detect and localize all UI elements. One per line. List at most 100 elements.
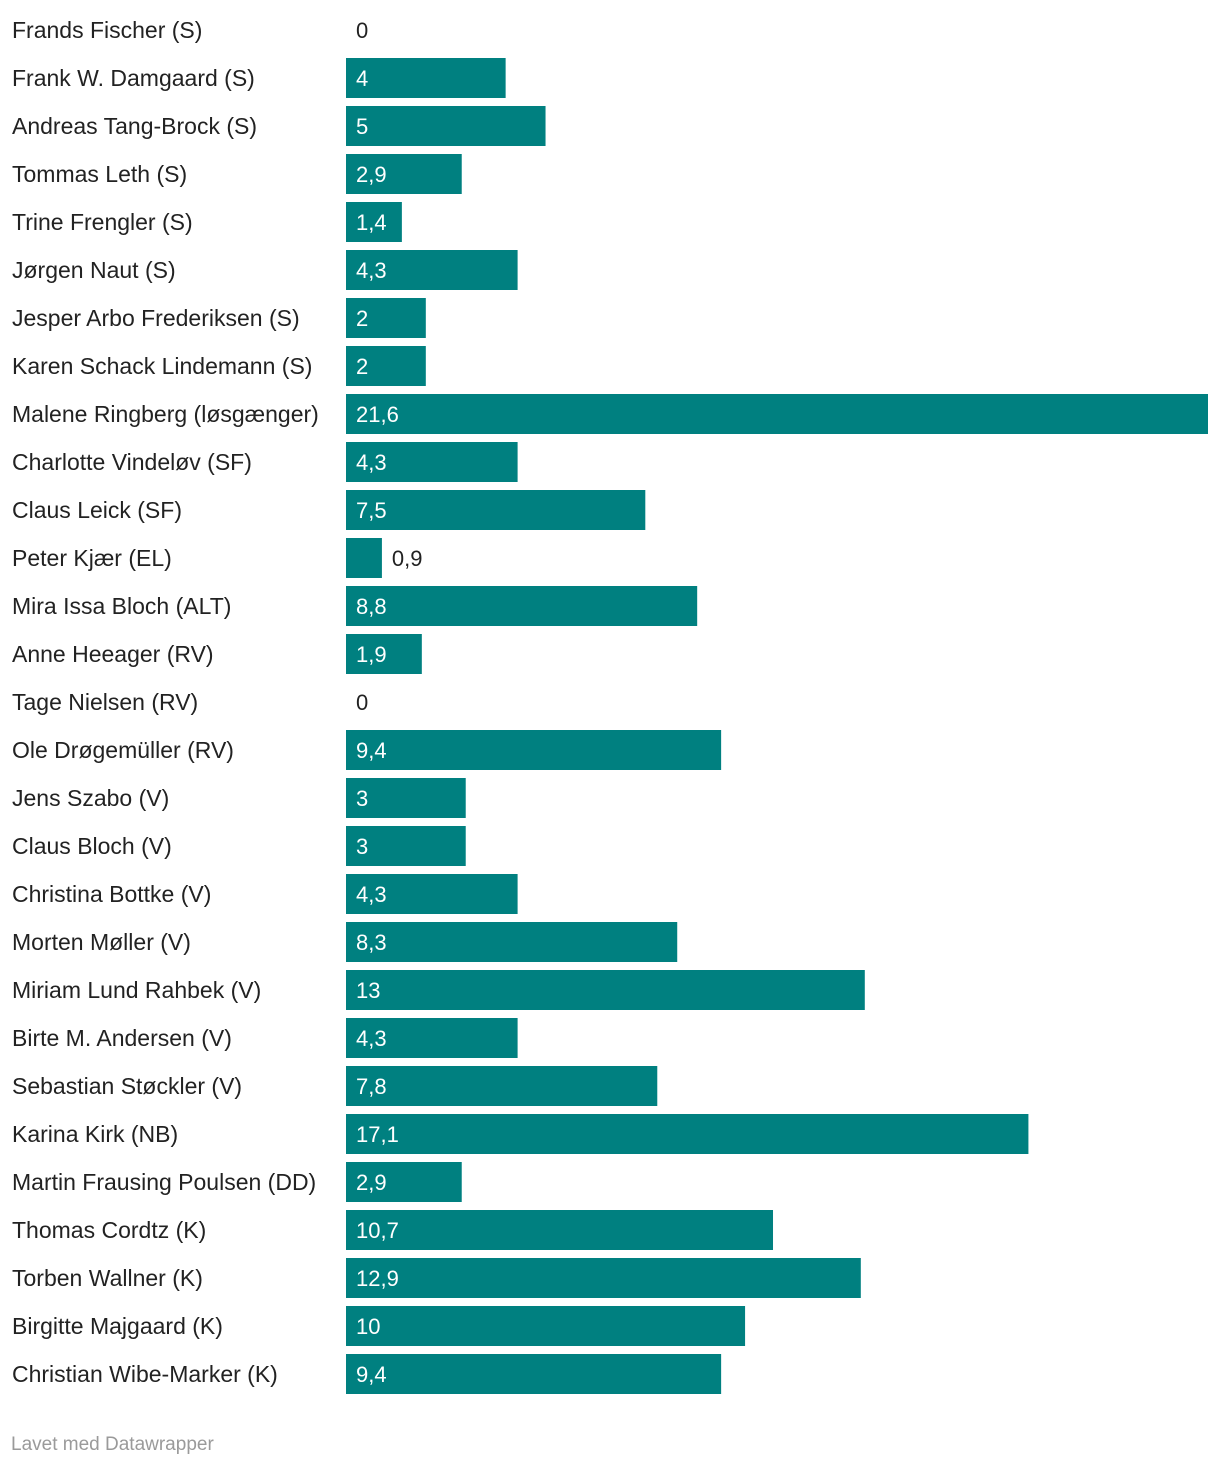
value-label: 9,4 [356,1362,387,1387]
value-label: 17,1 [356,1122,399,1147]
bar-row: Christina Bottke (V) 4,3 [12,874,518,914]
bar [346,106,546,146]
value-label: 21,6 [356,402,399,427]
bar [346,250,518,290]
bar-row: Birgitte Majgaard (K) 10 [12,1306,746,1346]
bar [346,634,422,674]
bar-row: Trine Frengler (S) 1,4 [12,202,402,242]
value-label: 9,4 [356,738,387,763]
value-label: 2 [356,354,368,379]
category-label: Karina Kirk (NB) [12,1121,178,1147]
category-label: Karen Schack Lindemann (S) [12,353,312,379]
category-label: Peter Kjær (EL) [12,545,172,571]
bar-row: Birte M. Andersen (V) 4,3 [12,1018,518,1058]
value-label: 2 [356,306,368,331]
bar-row: Anne Heeager (RV) 1,9 [12,634,422,674]
bar-row: Karen Schack Lindemann (S) 2 [12,346,426,386]
bar [346,538,382,578]
category-label: Jens Szabo (V) [12,785,169,811]
bar [346,346,426,386]
category-label: Frank W. Damgaard (S) [12,65,255,91]
value-label: 10 [356,1314,380,1339]
bar [346,730,722,770]
category-label: Malene Ringberg (løsgænger) [12,401,319,427]
bar [346,778,466,818]
bar [346,1354,722,1394]
bar [346,298,426,338]
bar-row: Andreas Tang-Brock (S) 5 [12,106,546,146]
bar [346,1258,861,1298]
bar-row: Miriam Lund Rahbek (V) 13 [12,970,865,1010]
category-label: Morten Møller (V) [12,929,191,955]
bar [346,442,518,482]
category-label: Sebastian Støckler (V) [12,1073,242,1099]
category-label: Claus Leick (SF) [12,497,182,523]
bar [346,154,462,194]
bar-row: Charlotte Vindeløv (SF) 4,3 [12,442,518,482]
category-label: Charlotte Vindeløv (SF) [12,449,252,475]
value-label: 2,9 [356,162,387,187]
category-label: Thomas Cordtz (K) [12,1217,206,1243]
bar-row: Tage Nielsen (RV) 0 [12,689,368,715]
value-label: 7,5 [356,498,387,523]
category-label: Claus Bloch (V) [12,833,172,859]
bar-row: Karina Kirk (NB) 17,1 [12,1114,1029,1154]
bar [346,490,646,530]
category-label: Mira Issa Bloch (ALT) [12,593,231,619]
bar-row: Ole Drøgemüller (RV) 9,4 [12,730,722,770]
bar-row: Frands Fischer (S) 0 [12,17,368,43]
bar [346,1162,462,1202]
value-label: 4,3 [356,258,387,283]
value-label: 13 [356,978,380,1003]
bar-row: Claus Leick (SF) 7,5 [12,490,646,530]
value-label: 4 [356,66,368,91]
value-label: 0 [356,18,368,43]
bar [346,586,698,626]
value-label: 2,9 [356,1170,387,1195]
category-label: Birgitte Majgaard (K) [12,1313,223,1339]
bar-row: Frank W. Damgaard (S) 4 [12,58,506,98]
value-label: 4,3 [356,882,387,907]
value-label: 12,9 [356,1266,399,1291]
category-label: Miriam Lund Rahbek (V) [12,977,261,1003]
bar [346,874,518,914]
bar [346,202,402,242]
category-label: Trine Frengler (S) [12,209,193,235]
bar-chart: Frands Fischer (S) 0 Frank W. Damgaard (S)… [12,17,1208,1394]
value-label: 7,8 [356,1074,387,1099]
bar-row: Jesper Arbo Frederiksen (S) 2 [12,298,426,338]
value-label: 1,9 [356,642,387,667]
category-label: Anne Heeager (RV) [12,641,214,667]
category-label: Birte M. Andersen (V) [12,1025,232,1051]
bar-row: Sebastian Støckler (V) 7,8 [12,1066,658,1106]
bar-row: Malene Ringberg (løsgænger) 21,6 [12,394,1208,434]
bar-row: Tommas Leth (S) 2,9 [12,154,462,194]
value-label: 3 [356,834,368,859]
value-label: 4,3 [356,450,387,475]
bar-row: Morten Møller (V) 8,3 [12,922,678,962]
value-label: 0,9 [392,546,423,571]
bar-row: Torben Wallner (K) 12,9 [12,1258,861,1298]
bar [346,58,506,98]
category-label: Tommas Leth (S) [12,161,187,187]
value-label: 0 [356,690,368,715]
bar [346,1114,1029,1154]
bar [346,1018,518,1058]
bar-row: Mira Issa Bloch (ALT) 8,8 [12,586,698,626]
bar [346,826,466,866]
value-label: 1,4 [356,210,387,235]
value-label: 10,7 [356,1218,399,1243]
bar [346,394,1208,434]
bar [346,1306,746,1346]
value-label: 8,3 [356,930,387,955]
value-label: 4,3 [356,1026,387,1051]
category-label: Martin Frausing Poulsen (DD) [12,1169,316,1195]
category-label: Jørgen Naut (S) [12,257,176,283]
category-label: Frands Fischer (S) [12,17,202,43]
category-label: Christian Wibe-Marker (K) [12,1361,278,1387]
category-label: Jesper Arbo Frederiksen (S) [12,305,300,331]
category-label: Andreas Tang-Brock (S) [12,113,257,139]
bar [346,970,865,1010]
value-label: 3 [356,786,368,811]
value-label: 5 [356,114,368,139]
